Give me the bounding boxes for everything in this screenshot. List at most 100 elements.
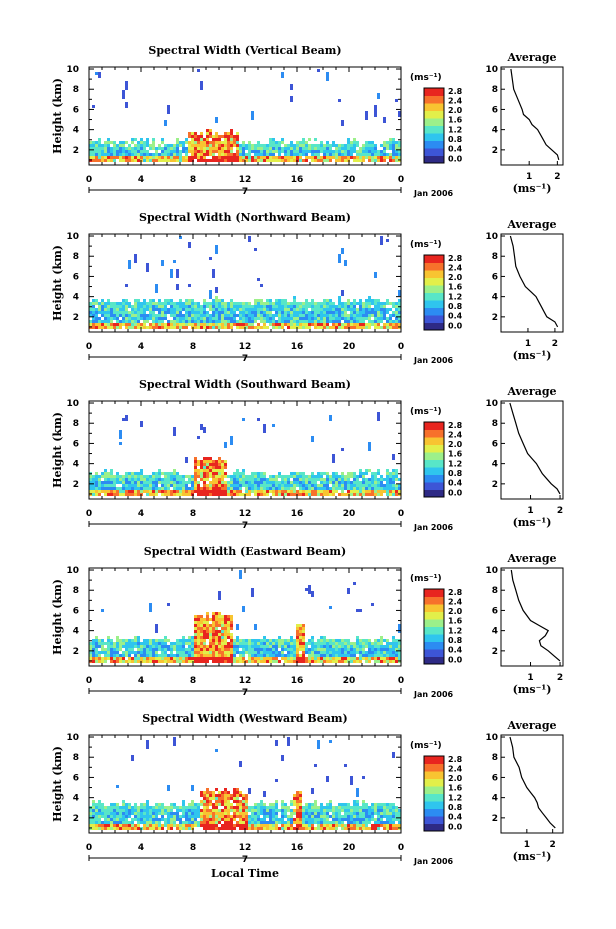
colorbar-segment xyxy=(424,489,444,498)
colorbar-segment xyxy=(424,262,444,271)
avg-y-tick-label: 10 xyxy=(485,232,498,242)
panel-title: Spectral Width (Southward Beam) xyxy=(139,378,351,391)
colorbar-segment xyxy=(424,808,444,817)
colorbar-segment xyxy=(424,255,444,263)
avg-y-tick-label: 8 xyxy=(492,586,498,596)
average-title: Average xyxy=(506,385,556,398)
y-tick-label: 2 xyxy=(73,814,79,824)
y-tick-label: 6 xyxy=(73,439,79,449)
panel-5: Spectral Width (Westward Beam)246810Heig… xyxy=(51,712,564,880)
colorbar-segment xyxy=(424,155,444,164)
average-unit: (ms⁻¹) xyxy=(513,683,552,696)
day-label: 7 xyxy=(242,354,248,364)
date-label: Jan 2006 xyxy=(413,523,454,532)
y-tick-label: 8 xyxy=(73,419,79,429)
average-profile-line xyxy=(509,736,556,829)
colorbar-tick-label: 2.8 xyxy=(448,254,463,263)
y-tick-label: 4 xyxy=(73,126,79,136)
avg-y-tick-label: 6 xyxy=(492,606,498,616)
avg-y-tick-label: 10 xyxy=(485,733,498,743)
panel-title: Spectral Width (Vertical Beam) xyxy=(148,44,341,57)
avg-y-tick-label: 6 xyxy=(492,773,498,783)
avg-y-tick-label: 4 xyxy=(492,293,498,303)
colorbar-segment xyxy=(424,634,444,642)
colorbar-segment xyxy=(424,816,444,824)
colorbar-frame xyxy=(423,588,445,665)
colorbar-segment xyxy=(424,482,444,490)
colorbar-segment xyxy=(424,133,444,141)
panel-3: Spectral Width (Southward Beam)246810Hei… xyxy=(51,378,564,532)
x-tick-label: 12 xyxy=(239,676,252,686)
x-tick-label: 20 xyxy=(343,676,356,686)
colorbar-tick-label: 0.4 xyxy=(448,813,463,822)
colorbar-segment xyxy=(424,756,444,764)
y-tick-label: 10 xyxy=(66,232,79,242)
colorbar-tick-label: 1.6 xyxy=(448,784,463,793)
colorbar-segment xyxy=(424,763,444,772)
avg-y-tick-label: 2 xyxy=(492,480,498,490)
x-tick-label: 0 xyxy=(398,843,404,853)
avg-y-tick-label: 4 xyxy=(492,126,498,136)
colorbar-frame xyxy=(423,87,445,164)
average-title: Average xyxy=(506,719,556,732)
x-tick-label: 12 xyxy=(239,509,252,519)
average-frame xyxy=(500,567,564,667)
colorbar-tick-label: 1.2 xyxy=(448,125,462,134)
heatmap-cells xyxy=(89,412,401,496)
average-profile-line xyxy=(510,68,560,161)
y-tick-label: 4 xyxy=(73,460,79,470)
y-tick-label: 2 xyxy=(73,480,79,490)
colorbar-tick-label: 2.4 xyxy=(448,96,463,105)
colorbar-segment xyxy=(424,88,444,96)
x-tick-label: 4 xyxy=(138,175,144,185)
y-tick-label: 6 xyxy=(73,606,79,616)
colorbar-segment xyxy=(424,444,444,453)
colorbar-segment xyxy=(424,422,444,430)
colorbar-segment xyxy=(424,322,444,331)
average-profile-line xyxy=(510,569,561,662)
date-label: Jan 2006 xyxy=(413,857,454,866)
colorbar-segment xyxy=(424,103,444,111)
y-tick-label: 6 xyxy=(73,105,79,115)
colorbar-tick-label: 2.0 xyxy=(448,607,463,616)
colorbar-segment xyxy=(424,300,444,308)
colorbar-segment xyxy=(424,148,444,156)
colorbar-segment xyxy=(424,786,444,794)
heatmap-cells xyxy=(89,570,401,663)
x-tick-label: 20 xyxy=(343,175,356,185)
average-unit: (ms⁻¹) xyxy=(513,182,552,195)
panel-title: Spectral Width (Eastward Beam) xyxy=(144,545,346,558)
x-tick-label: 20 xyxy=(343,342,356,352)
avg-x-tick-label: 1 xyxy=(525,339,531,349)
x-tick-label: 16 xyxy=(291,676,304,686)
colorbar-segment xyxy=(424,437,444,445)
colorbar-tick-label: 1.6 xyxy=(448,617,463,626)
colorbar-segment xyxy=(424,270,444,278)
colorbar-tick-label: 0.0 xyxy=(448,321,463,330)
avg-x-tick-label: 1 xyxy=(524,840,530,850)
y-tick-label: 2 xyxy=(73,647,79,657)
y-tick-label: 10 xyxy=(66,566,79,576)
colorbar-segment xyxy=(424,292,444,301)
avg-y-tick-label: 4 xyxy=(492,460,498,470)
panel-2: Spectral Width (Northward Beam)246810Hei… xyxy=(51,211,564,365)
colorbar-tick-label: 2.0 xyxy=(448,273,463,282)
colorbar-tick-label: 0.4 xyxy=(448,646,463,655)
colorbar-tick-label: 0.4 xyxy=(448,145,463,154)
colorbar-tick-label: 2.8 xyxy=(448,755,463,764)
heatmap-cells xyxy=(89,737,401,830)
colorbar-tick-label: 2.4 xyxy=(448,764,463,773)
avg-y-tick-label: 6 xyxy=(492,105,498,115)
x-tick-label: 0 xyxy=(398,509,404,519)
colorbar-tick-label: 0.8 xyxy=(448,135,463,144)
avg-y-tick-label: 10 xyxy=(485,399,498,409)
colorbar-segment xyxy=(424,656,444,665)
average-unit: (ms⁻¹) xyxy=(513,850,552,863)
average-profile-line xyxy=(509,235,559,328)
colorbar-tick-label: 1.6 xyxy=(448,283,463,292)
colorbar-tick-label: 0.8 xyxy=(448,636,463,645)
colorbar-tick-label: 1.2 xyxy=(448,626,462,635)
colorbar-tick-label: 0.0 xyxy=(448,488,463,497)
colorbar-tick-label: 2.4 xyxy=(448,263,463,272)
avg-y-tick-label: 8 xyxy=(492,252,498,262)
